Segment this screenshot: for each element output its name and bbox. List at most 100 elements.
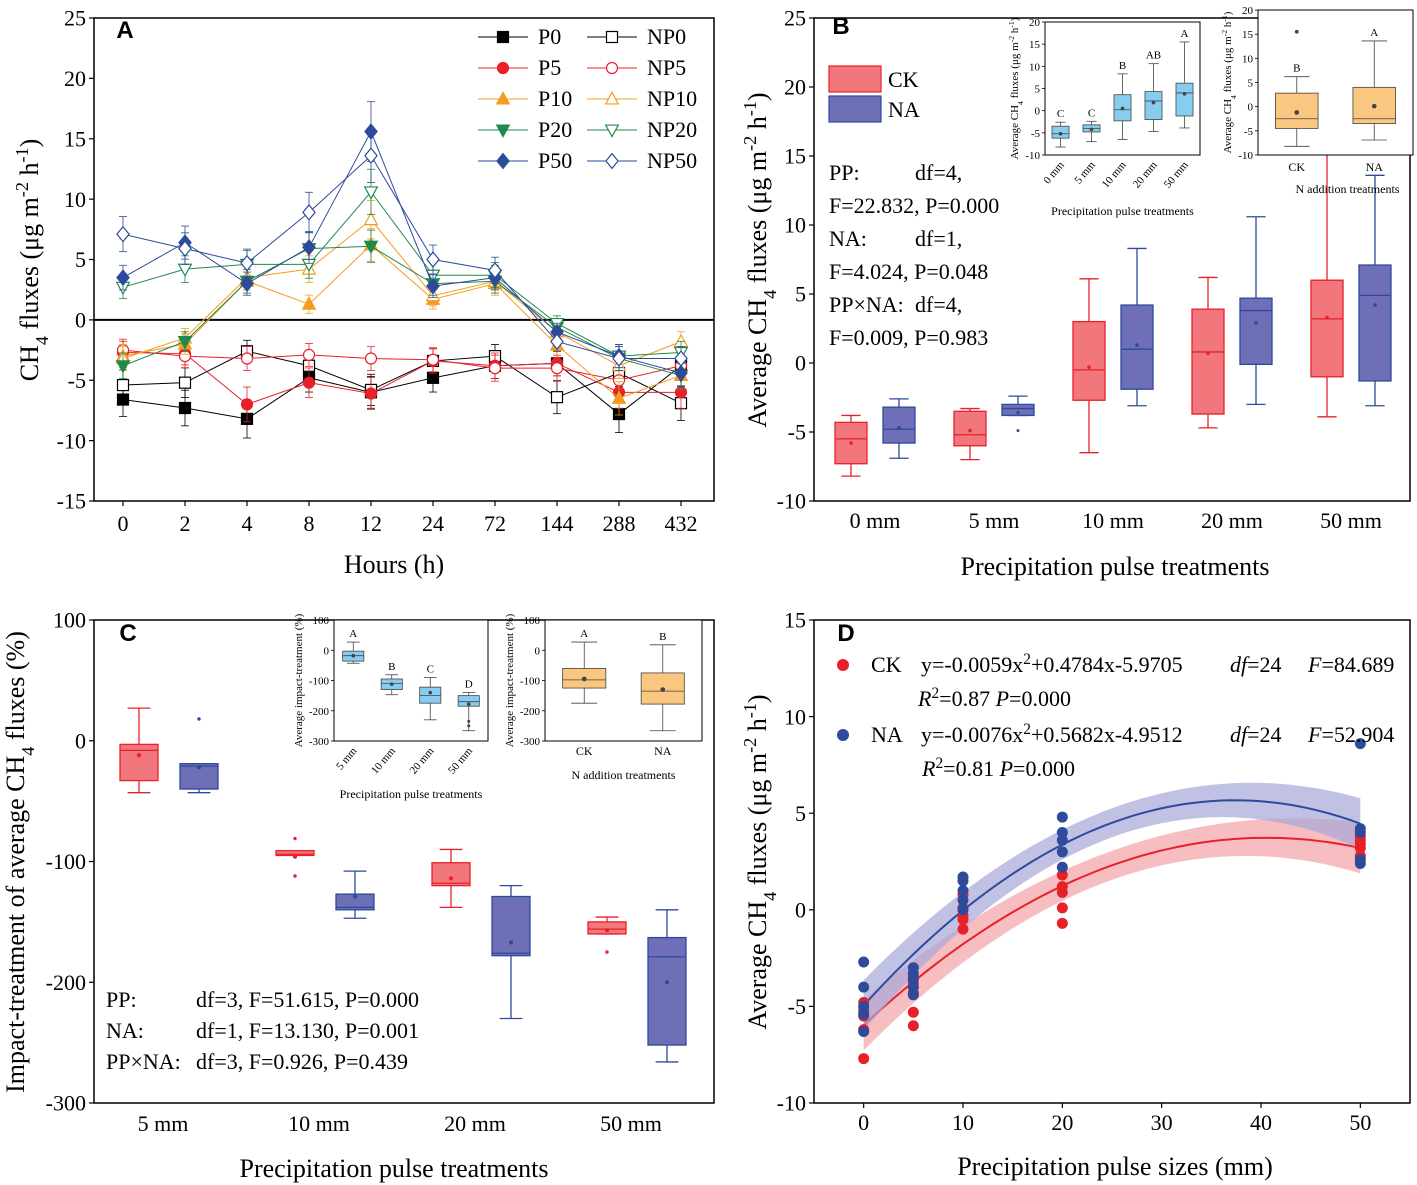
legend-label: P20 [538, 117, 572, 142]
y-tick-label: 20 [1242, 5, 1254, 17]
box-mean [1120, 106, 1125, 111]
data-point [550, 362, 564, 375]
box-iqr [335, 893, 375, 911]
data-point [957, 894, 969, 906]
stat-text: df=4, [915, 292, 962, 317]
significance-letter: B [1119, 60, 1126, 72]
box-group [380, 674, 403, 696]
series-NA: NA [828, 95, 1392, 459]
y-tick-label: 0 [795, 898, 806, 923]
data-point [364, 387, 378, 400]
box-iqr [491, 895, 531, 957]
x-tick-label: CK [576, 744, 593, 758]
series-line [122, 351, 681, 405]
stat-line: PP: df=4, [829, 160, 962, 185]
box-iqr [1191, 308, 1225, 415]
data-point [674, 364, 688, 382]
y-tick-label: 20 [64, 66, 86, 91]
x-tick-label: CK [1288, 160, 1305, 174]
box-outlier [293, 836, 297, 841]
x-tick-label: 0 [858, 1110, 869, 1135]
y-tick-label: 5 [1035, 84, 1041, 96]
y-tick-label: -5 [788, 420, 806, 445]
data-point [1354, 827, 1366, 839]
box-group [119, 707, 159, 794]
legend-marker [604, 124, 620, 138]
data-point [907, 989, 919, 1001]
y-tick-label: -200 [520, 706, 541, 718]
panel-label: B [832, 13, 849, 40]
y-axis-title: CH4 fluxes (μg m-2 h-1) [12, 139, 52, 382]
inset-x-title: Precipitation pulse treatments [340, 787, 483, 801]
y-tick-label: -5 [788, 994, 806, 1019]
data-point [957, 875, 969, 887]
inset-y-title: Average impact-treatment (%) [293, 613, 305, 747]
data-point [301, 296, 317, 310]
data-point [1056, 811, 1068, 823]
box-mean [1182, 92, 1187, 96]
data-point [302, 204, 316, 221]
box-iqr [882, 406, 916, 444]
box-mean [660, 687, 666, 692]
data-point [178, 240, 192, 258]
stat-text: df=4, [915, 160, 962, 185]
series-line [122, 130, 682, 374]
data-point [116, 225, 130, 243]
data-point [858, 1026, 870, 1038]
data-point [426, 251, 440, 268]
y-tick-label: 5 [795, 282, 806, 307]
plot-frame [813, 619, 1411, 1104]
y-tick-label: -10 [1238, 150, 1253, 162]
box-group [1113, 73, 1132, 140]
x-tick-label: 10 mm [369, 745, 398, 777]
y-tick-label: 0 [1248, 102, 1254, 114]
series-NA [862, 782, 1361, 1031]
box-group [431, 848, 471, 909]
series-NP0: NP0 [116, 24, 688, 421]
data-point [612, 350, 626, 367]
series-P5: P5 [116, 55, 688, 423]
significance-letter: A [1181, 28, 1189, 40]
stat-line: F=0.009, P=0.983 [829, 325, 988, 350]
legend-label: P0 [538, 24, 561, 49]
y-tick-label: -100 [309, 676, 330, 688]
y-axis-title: Average CH4 fluxes (μg m-2 h-1) [740, 92, 780, 427]
data-point [363, 211, 379, 226]
data-point [907, 981, 919, 993]
data-point [240, 398, 254, 411]
data-point [302, 348, 316, 361]
x-axis-title: Precipitation pulse treatments [239, 1154, 548, 1183]
legend-marker [495, 91, 511, 105]
box-iqr [1239, 297, 1273, 366]
data-point [550, 333, 564, 350]
x-tick-label: 12 [360, 511, 382, 536]
stat-text: df=1, F=13.130, P=0.001 [196, 1018, 419, 1043]
y-tick-label: 100 [524, 615, 541, 627]
data-point [240, 275, 254, 293]
legend-marker [605, 61, 619, 75]
data-point [364, 352, 378, 365]
regression-equation: y=-0.0059x2+0.4784x-5.9705 [921, 651, 1183, 678]
box-group [640, 644, 685, 732]
box-iqr [1120, 304, 1154, 390]
panel-label: A [116, 17, 133, 44]
box-iqr [431, 862, 471, 887]
panel-d-chart: -10 -5 0 5 10 15 0 10 20 30 40 50 Precipitation puls… [740, 608, 1411, 1181]
y-tick-label: -10 [57, 428, 86, 453]
x-tick-label: 20 [1051, 1110, 1073, 1135]
data-point [907, 1020, 919, 1032]
significance-letter: AB [1146, 50, 1161, 62]
box-mean [1254, 321, 1258, 325]
x-tick-label: 10 mm [1100, 159, 1129, 191]
data-point [957, 923, 969, 935]
box-mean [352, 894, 358, 899]
stat-line: F=22.832, P=0.000 [829, 193, 999, 218]
inset-frame [333, 619, 489, 742]
legend-marker [837, 729, 849, 741]
box-outlier [467, 719, 471, 723]
y-tick-label: 15 [784, 144, 806, 169]
series-line [122, 245, 682, 376]
y-tick-label: -200 [46, 970, 86, 995]
data-point [426, 371, 440, 384]
stat-line: F=4.024, P=0.048 [829, 259, 988, 284]
